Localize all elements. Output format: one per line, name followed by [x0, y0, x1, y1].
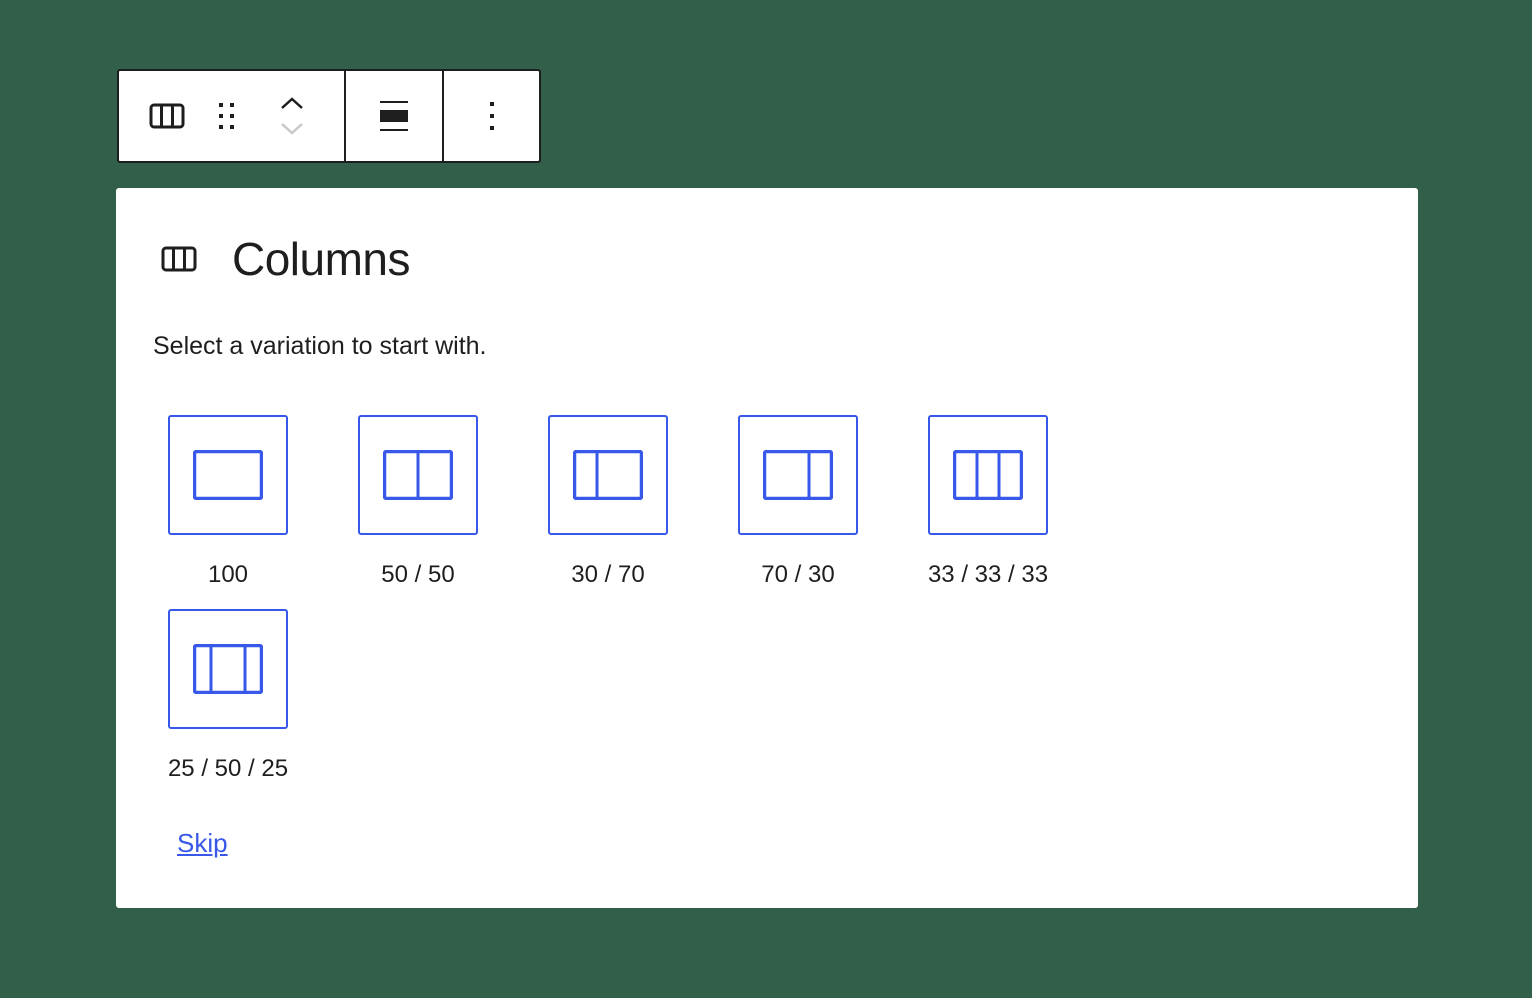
variation-33-33-33: 33 / 33 / 33 — [913, 415, 1063, 589]
mover — [247, 90, 337, 142]
block-toolbar — [117, 69, 541, 163]
more-options-icon — [489, 102, 494, 130]
variation-button[interactable] — [358, 415, 478, 535]
block-type-button[interactable] — [127, 71, 207, 161]
columns-30-70-icon — [573, 450, 643, 500]
variation-button[interactable] — [548, 415, 668, 535]
variation-button[interactable] — [168, 415, 288, 535]
align-full-icon — [380, 101, 408, 131]
toolbar-group-more — [444, 71, 539, 161]
column-100-icon — [193, 450, 263, 500]
columns-icon — [161, 246, 197, 272]
variation-30-70: 30 / 70 — [533, 415, 683, 589]
variation-50-50: 50 / 50 — [343, 415, 493, 589]
columns-25-50-25-icon — [193, 644, 263, 694]
variation-100: 100 — [153, 415, 303, 589]
toolbar-group-align — [346, 71, 444, 161]
move-down-button[interactable] — [279, 116, 305, 142]
variation-70-30: 70 / 30 — [723, 415, 873, 589]
drag-handle-icon — [219, 103, 234, 129]
variation-label: 33 / 33 / 33 — [927, 561, 1049, 588]
move-down-icon — [281, 123, 303, 135]
columns-70-30-icon — [763, 450, 833, 500]
variation-label: 70 / 30 — [761, 561, 835, 588]
placeholder-title: Columns — [232, 233, 411, 285]
variation-button[interactable] — [928, 415, 1048, 535]
toolbar-group-block — [119, 71, 346, 161]
variation-picker: 100 50 / 50 30 / 70 70 / 30 33 / 33 / 33 — [153, 415, 1103, 783]
variation-label: 30 / 70 — [571, 561, 645, 588]
skip-link[interactable]: Skip — [177, 828, 228, 858]
variation-button[interactable] — [738, 415, 858, 535]
drag-handle-button[interactable] — [207, 71, 247, 161]
placeholder-instructions: Select a variation to start with. — [153, 332, 487, 360]
variation-25-50-25: 25 / 50 / 25 — [153, 609, 303, 783]
variation-label: 100 — [207, 561, 249, 588]
more-options-button[interactable] — [444, 71, 539, 161]
columns-33-33-33-icon — [953, 450, 1023, 500]
columns-icon — [149, 103, 185, 129]
move-up-button[interactable] — [279, 90, 305, 116]
columns-50-50-icon — [383, 450, 453, 500]
variation-button[interactable] — [168, 609, 288, 729]
variation-label: 50 / 50 — [381, 561, 455, 588]
placeholder-header: Columns — [160, 232, 411, 286]
variation-label: 25 / 50 / 25 — [167, 755, 289, 782]
move-up-icon — [281, 97, 303, 109]
columns-placeholder: Columns Select a variation to start with… — [116, 188, 1418, 908]
align-button[interactable] — [346, 71, 442, 161]
